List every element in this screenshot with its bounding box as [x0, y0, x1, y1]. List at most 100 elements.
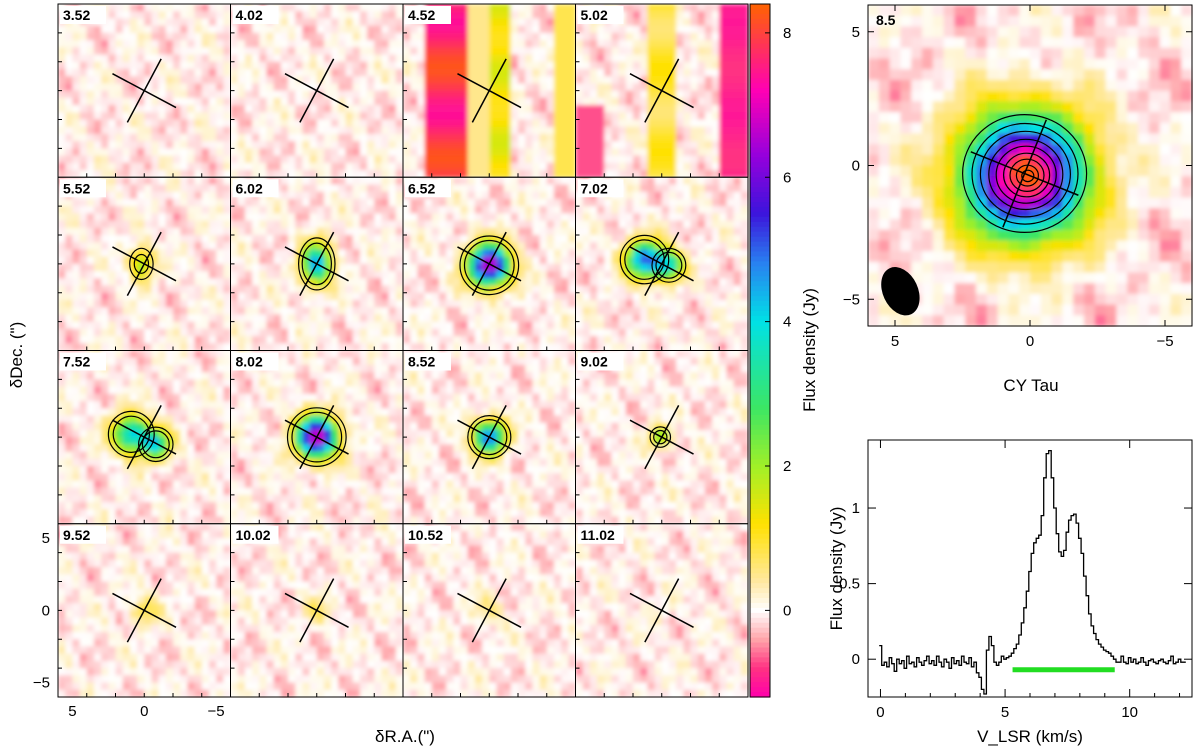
channel-panel: 10.02	[230, 523, 404, 698]
disk-minor-axis	[126, 231, 162, 297]
contour-line	[653, 429, 668, 445]
x-axis-title: δR.A.(")	[375, 727, 435, 746]
disk-minor-axis	[471, 58, 507, 123]
contour-line	[133, 253, 150, 274]
contour-line	[655, 251, 683, 279]
disk-minor-axis	[126, 404, 162, 470]
disk-minor-axis	[299, 58, 335, 123]
channel-panel: 5.02	[575, 3, 749, 178]
y-tick-label: 5	[42, 530, 50, 547]
disk-minor-axis	[644, 231, 680, 297]
x-tick-label: 0	[140, 703, 148, 720]
channel-panel: 8.52	[402, 350, 577, 525]
spectrum-y-title: Flux density (Jy)	[827, 507, 846, 631]
channel-panel: 9.52	[57, 523, 232, 698]
beam-ellipse	[881, 267, 920, 316]
colorbar-tick-label: 6	[783, 169, 791, 186]
disk-minor-axis	[1002, 119, 1048, 228]
x-tick-label: 10	[1121, 704, 1138, 721]
disk-minor-axis	[644, 578, 680, 643]
contour-line	[995, 145, 1057, 204]
contour-line	[459, 235, 520, 296]
disk-minor-axis	[299, 404, 335, 470]
source-name-label: CY Tau	[1003, 376, 1058, 395]
contour-line	[471, 419, 508, 456]
velocity-label: 4.02	[236, 7, 263, 23]
velocity-label: 11.02	[581, 527, 615, 543]
contour-line	[651, 247, 687, 283]
x-tick-label: 5	[68, 703, 76, 720]
channel-panel: 8.02	[230, 350, 404, 525]
velocity-label: 6.52	[408, 180, 435, 196]
channel-panel: 7.02	[575, 176, 749, 352]
channel-panel: 6.52	[402, 176, 577, 352]
disk-minor-axis	[644, 404, 680, 470]
map-title-label: 8.5	[876, 12, 896, 28]
velocity-label: 6.02	[236, 180, 263, 196]
contour-line	[297, 237, 336, 291]
contour-line	[141, 430, 170, 459]
y-tick-label: −5	[33, 675, 50, 692]
contour-line	[1021, 169, 1035, 183]
contour-line	[301, 242, 332, 286]
disk-minor-axis	[471, 231, 507, 297]
velocity-label: 8.02	[236, 354, 263, 370]
contour-line	[1009, 158, 1045, 192]
channel-panel: 6.02	[230, 176, 404, 352]
channel-panel: 9.02	[575, 350, 749, 525]
colorbar: 8 6 4 2 0 Flux density (Jy)	[749, 3, 819, 698]
y-tick-label: 0.5	[839, 576, 860, 593]
y-tick-label: 1	[852, 500, 860, 517]
channel-panel: 11.02	[575, 523, 749, 698]
x-tick-label: −5	[208, 703, 225, 720]
contour-line	[1002, 152, 1051, 198]
y-axis-title: δDec. (")	[7, 322, 26, 389]
channel-panel: 10.52	[402, 523, 577, 698]
contour-line	[129, 247, 154, 281]
integrated-intensity-map: 8.5 5 0 −5 5 0 −5	[843, 4, 1193, 350]
colorbar-tick-label: 4	[783, 314, 791, 331]
velocity-label: 3.52	[63, 7, 90, 23]
contour-line	[971, 122, 1079, 225]
disk-minor-axis	[471, 404, 507, 470]
colorbar-tick-label: 0	[783, 602, 791, 619]
colorbar-label: Flux density (Jy)	[800, 288, 819, 412]
contour-line	[107, 410, 155, 458]
velocity-label: 10.52	[408, 527, 443, 543]
spectrum-line	[879, 449, 1186, 695]
channel-map-grid: 3.52 4.02 4.52 5.02 5.52 6.02 6.52 7.02 7.52 8.02…	[33, 3, 749, 720]
channel-panel: 7.52	[57, 350, 232, 525]
contour-line	[112, 415, 151, 453]
contour-line	[649, 426, 672, 448]
channel-panel: 3.52	[57, 3, 232, 178]
disk-minor-axis	[299, 578, 335, 643]
colorbar-tick-label: 8	[783, 25, 791, 42]
y-tick-label: 0	[42, 602, 50, 619]
disk-minor-axis	[644, 58, 680, 123]
velocity-label: 4.52	[408, 7, 435, 23]
contour-line	[138, 426, 174, 463]
contour-line	[291, 411, 343, 463]
velocity-label: 7.52	[63, 354, 90, 370]
contour-line	[979, 130, 1072, 218]
velocity-label: 9.52	[63, 527, 90, 543]
velocity-label: 9.02	[581, 354, 608, 370]
y-tick-label: 0	[852, 651, 860, 668]
disk-minor-axis	[126, 58, 162, 123]
contour-line	[463, 239, 515, 291]
disk-minor-axis	[299, 231, 335, 297]
contour-line	[619, 234, 670, 285]
velocity-label: 5.52	[63, 180, 90, 196]
y-tick-label: −5	[843, 291, 860, 308]
velocity-label: 5.02	[581, 7, 608, 23]
disk-minor-axis	[471, 578, 507, 643]
velocity-label: 7.02	[581, 180, 608, 196]
x-tick-label: 5	[1001, 704, 1009, 721]
spectrum-plot: 0 5 10 0 0.5 1 Flux density (Jy) V_LSR (km/s)	[827, 439, 1193, 746]
x-tick-label: −5	[1156, 333, 1173, 350]
disk-minor-axis	[126, 578, 162, 643]
channel-panel: 5.52	[57, 176, 232, 352]
velocity-label: 10.02	[236, 527, 271, 543]
velocity-label: 8.52	[408, 354, 435, 370]
